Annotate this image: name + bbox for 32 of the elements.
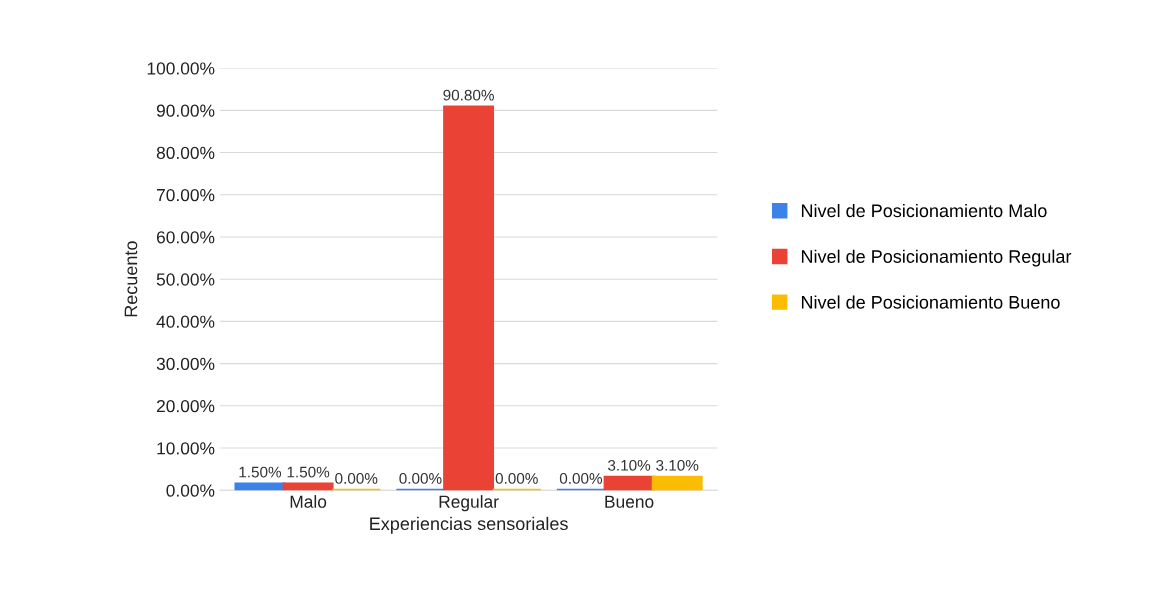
bar <box>651 475 703 491</box>
y-tick-label: 80.00% <box>156 146 215 160</box>
y-tick-label: 10.00% <box>157 442 215 455</box>
legend-label: Nivel de Posicionamiento Malo <box>801 203 1047 218</box>
y-axis-title: Recuento <box>124 241 138 317</box>
data-label: 3.10% <box>608 459 651 471</box>
y-tick-label: 0.00% <box>166 484 215 497</box>
y-tick-label: 40.00% <box>156 315 215 328</box>
bar <box>282 482 334 491</box>
legend-label: Nivel de Posicionamiento Bueno <box>801 295 1060 309</box>
y-tick-label: 30.00% <box>156 357 215 371</box>
data-label: 0.00% <box>495 473 538 484</box>
y-tick-label: 90.00% <box>156 104 215 117</box>
data-label: 0.00% <box>559 473 603 484</box>
data-label: 0.00% <box>335 473 378 484</box>
data-label: 0.00% <box>399 473 442 484</box>
y-tick-label: 50.00% <box>156 273 215 286</box>
data-label: 3.10% <box>656 459 699 471</box>
y-tick-label: 60.00% <box>156 231 215 244</box>
x-axis-title: Experiencias sensoriales <box>370 516 568 534</box>
y-tick-label: 100.00% <box>147 62 215 75</box>
y-tick-label: 70.00% <box>156 188 215 202</box>
x-tick-label: Regular <box>439 495 499 512</box>
bar <box>603 475 655 491</box>
data-label: 1.50% <box>287 466 330 478</box>
y-tick-label: 20.00% <box>156 399 215 413</box>
x-tick-label: Malo <box>290 495 327 508</box>
x-tick-label: Bueno <box>605 495 654 508</box>
data-label: 90.80% <box>443 89 494 101</box>
legend-label: Nivel de Posicionamiento Regular <box>801 249 1072 267</box>
bar <box>443 105 495 491</box>
data-label: 1.50% <box>239 466 282 478</box>
